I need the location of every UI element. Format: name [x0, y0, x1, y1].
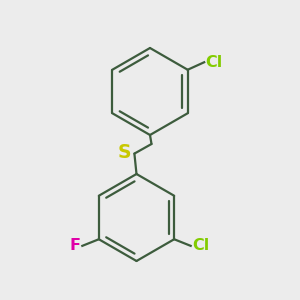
Text: Cl: Cl [206, 55, 223, 70]
Text: Cl: Cl [192, 238, 209, 253]
Text: S: S [117, 142, 131, 162]
Text: F: F [70, 238, 81, 253]
